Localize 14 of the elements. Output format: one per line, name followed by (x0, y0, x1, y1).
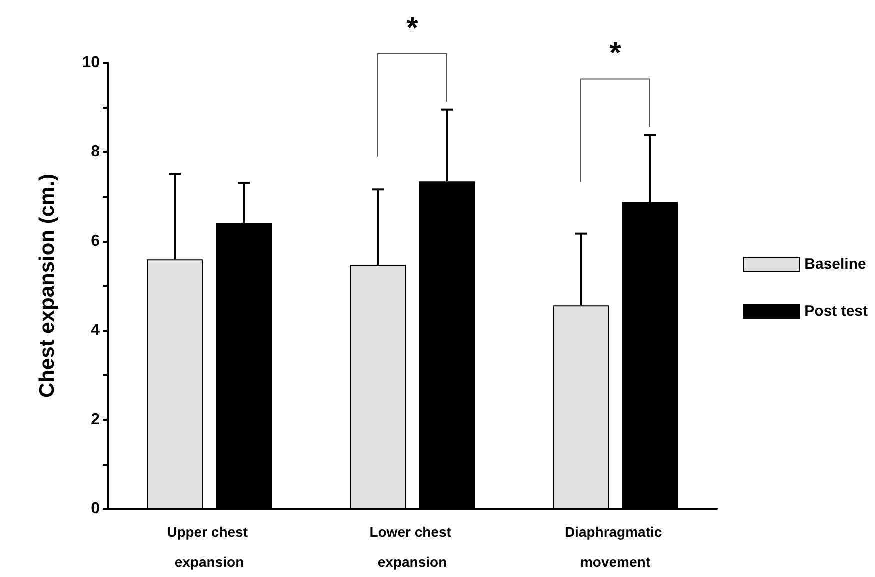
x-tick-label: Lower chest expansion (370, 524, 456, 570)
y-tick-label: 10 (82, 54, 100, 72)
legend-label: Baseline (804, 256, 866, 273)
legend-label: Post test (804, 303, 868, 320)
y-tick-label: 2 (91, 411, 100, 428)
y-tick-label: 0 (91, 500, 100, 518)
y-tick-label: 4 (91, 322, 100, 340)
x-tick-label: Diaphragmatic movement (564, 524, 666, 570)
x-tick-label: Upper chest expansion (167, 524, 252, 570)
annotation: * (610, 37, 622, 70)
text: * (406, 12, 418, 45)
y-tick-label: 6 (91, 232, 100, 250)
y-tick-label: 8 (91, 144, 100, 161)
y-axis-title: Chest expansion (cm.) (36, 174, 59, 398)
